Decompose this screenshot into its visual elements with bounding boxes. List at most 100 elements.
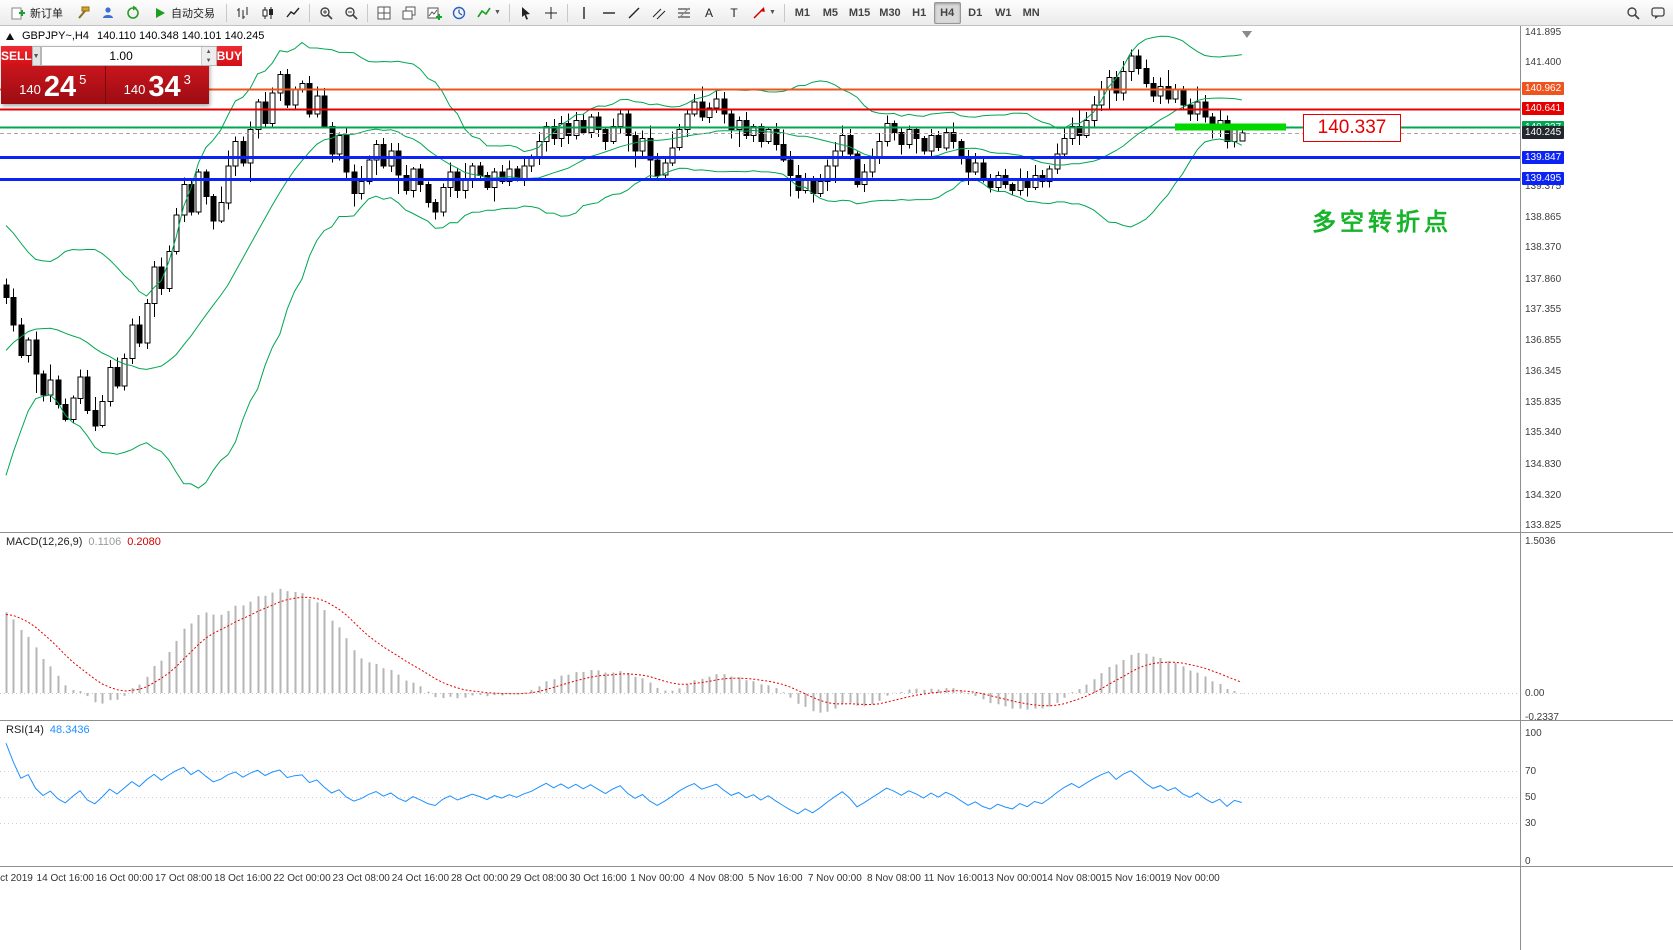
svg-text:A: A (705, 6, 713, 20)
time-tick: 1 Nov 00:00 (630, 873, 685, 884)
price-tick: 138.370 (1525, 242, 1562, 254)
separator (367, 3, 368, 22)
time-tick: 17 Oct 08:00 (154, 873, 213, 884)
chart-title: GBPJPY~,H4 140.110 140.348 140.101 140.2… (6, 30, 264, 42)
main-chart-pane[interactable]: GBPJPY~,H4 140.110 140.348 140.101 140.2… (0, 26, 1673, 532)
label-icon[interactable]: T (722, 2, 746, 24)
cascade-windows-icon[interactable] (397, 2, 421, 24)
ask-price-button[interactable]: 140 34 3 (104, 66, 209, 104)
timeframe-w1-button[interactable]: W1 (994, 6, 1012, 19)
macd-tick: -0.2337 (1525, 711, 1559, 723)
new-order-button[interactable]: 新订单 (3, 2, 70, 24)
zoom-out-icon[interactable] (339, 2, 363, 24)
macd-name: MACD(12,26,9) (6, 536, 83, 548)
chevron-down-icon: ▼ (32, 52, 40, 60)
bid-price-button[interactable]: 140 24 5 (1, 66, 105, 104)
timeframe-d1-button[interactable]: D1 (968, 6, 983, 19)
timeframe-h1-button[interactable]: H1 (912, 6, 927, 19)
hammer-icon[interactable] (71, 2, 95, 24)
channel-icon[interactable] (647, 2, 671, 24)
separator (508, 3, 510, 22)
price-tick: 134.320 (1525, 489, 1562, 501)
price-tick: 133.825 (1525, 520, 1562, 531)
macd-pane[interactable]: MACD(12,26,9) 0.1106 0.2080 1.5036 0.00 -0… (0, 532, 1673, 723)
rsi-value: 48.3436 (49, 724, 90, 736)
timeframe-m1-button[interactable]: M1 (794, 6, 811, 19)
price-tick: 136.855 (1525, 334, 1562, 346)
time-tick: 4 Nov 08:00 (689, 873, 744, 884)
price-tick: 137.860 (1525, 273, 1562, 285)
chevron-down-icon: ▼ (494, 9, 501, 16)
timeframe-m15-button[interactable]: M15 (848, 6, 871, 19)
volume-increase-button[interactable]: ▲ (201, 47, 216, 56)
rsi-tick: 70 (1525, 766, 1537, 778)
macd-chart[interactable] (0, 533, 1520, 719)
timeframe-mn-button[interactable]: MN (1022, 6, 1040, 19)
timeframe-h4-button[interactable]: H4 (933, 1, 961, 24)
timeframe-m5-button[interactable]: M5 (822, 6, 839, 19)
cursor-icon[interactable] (514, 2, 538, 24)
price-tick: 139.375 (1525, 180, 1562, 192)
time-tick: 30 Oct 16:00 (569, 873, 627, 884)
horizontal-line-icon[interactable] (597, 2, 621, 24)
price-scale[interactable]: 141.895 141.400 139.375 138.865 138.370 137.8… (1520, 26, 1673, 532)
new-order-label: 新订单 (30, 7, 63, 20)
trendline-icon[interactable] (622, 2, 646, 24)
time-tick: 16 Oct 00:00 (95, 873, 154, 884)
vertical-line-icon[interactable] (572, 2, 596, 24)
candlestick-chart-icon[interactable] (256, 2, 280, 24)
rsi-scale[interactable]: 100 70 50 30 0 (1520, 721, 1673, 867)
clock-icon[interactable] (447, 2, 471, 24)
time-tick: 15 Nov 16:00 (1101, 873, 1161, 884)
play-icon (156, 7, 165, 18)
rsi-tick: 100 (1525, 728, 1542, 739)
chinese-annotation[interactable]: 多空转折点 (1312, 209, 1452, 236)
profile-icon[interactable] (96, 2, 120, 24)
time-tick: 24 Oct 16:00 (391, 873, 450, 884)
sell-button[interactable]: SELL (1, 46, 32, 66)
volume-dropdown-button[interactable]: ▼ (31, 46, 41, 66)
macd-scale[interactable]: 1.5036 0.00 -0.2337 (1520, 533, 1673, 723)
collapse-panel-icon[interactable] (6, 32, 14, 40)
time-axis-corner (1520, 867, 1673, 950)
line-chart-icon[interactable] (281, 2, 305, 24)
chevron-down-icon: ▼ (768, 9, 776, 16)
timeframe-m30-button[interactable]: M30 (879, 6, 901, 19)
tile-windows-icon[interactable] (372, 2, 396, 24)
price-tick: 137.355 (1525, 304, 1562, 316)
refresh-icon[interactable] (121, 2, 145, 24)
ask-sup: 3 (183, 72, 191, 87)
price-badge: 139.847 (1522, 150, 1565, 164)
text-icon[interactable]: A (697, 2, 721, 24)
macd-value-main: 0.1106 (88, 536, 122, 548)
indicators-icon[interactable]: ▼ (472, 2, 505, 24)
time-tick: 23 Oct 08:00 (332, 873, 390, 884)
volume-input[interactable] (41, 47, 201, 65)
fibonacci-icon[interactable] (672, 2, 696, 24)
rsi-chart[interactable] (0, 721, 1520, 865)
price-tick: 135.835 (1525, 397, 1562, 409)
chat-icon[interactable] (1646, 2, 1670, 24)
time-tick: 8 Nov 08:00 (867, 873, 921, 884)
zoom-in-icon[interactable] (314, 2, 338, 24)
symbol-timeframe-label: GBPJPY~,H4 (22, 30, 89, 42)
price-level-label[interactable]: 140.337 (1303, 114, 1401, 142)
bid-main: 140 (19, 82, 41, 97)
auto-trading-button[interactable]: 自动交易 (146, 2, 222, 24)
arrow-object-icon[interactable]: ▼ (747, 2, 780, 24)
price-badge: 139.495 (1522, 172, 1565, 186)
time-tick: 11 Oct 2019 (0, 873, 33, 884)
bid-sup: 5 (79, 72, 87, 87)
time-tick: 22 Oct 00:00 (273, 873, 331, 884)
volume-decrease-button[interactable]: ▼ (201, 56, 216, 65)
new-chart-icon[interactable] (422, 2, 446, 24)
bar-chart-icon[interactable] (231, 2, 255, 24)
crosshair-icon[interactable] (539, 2, 563, 24)
candlestick-chart[interactable] (0, 26, 1520, 532)
search-icon[interactable] (1621, 2, 1645, 24)
rsi-pane[interactable]: RSI(14) 48.3436 100 70 50 30 0 (0, 720, 1673, 867)
buy-button[interactable]: BUY (216, 46, 242, 66)
